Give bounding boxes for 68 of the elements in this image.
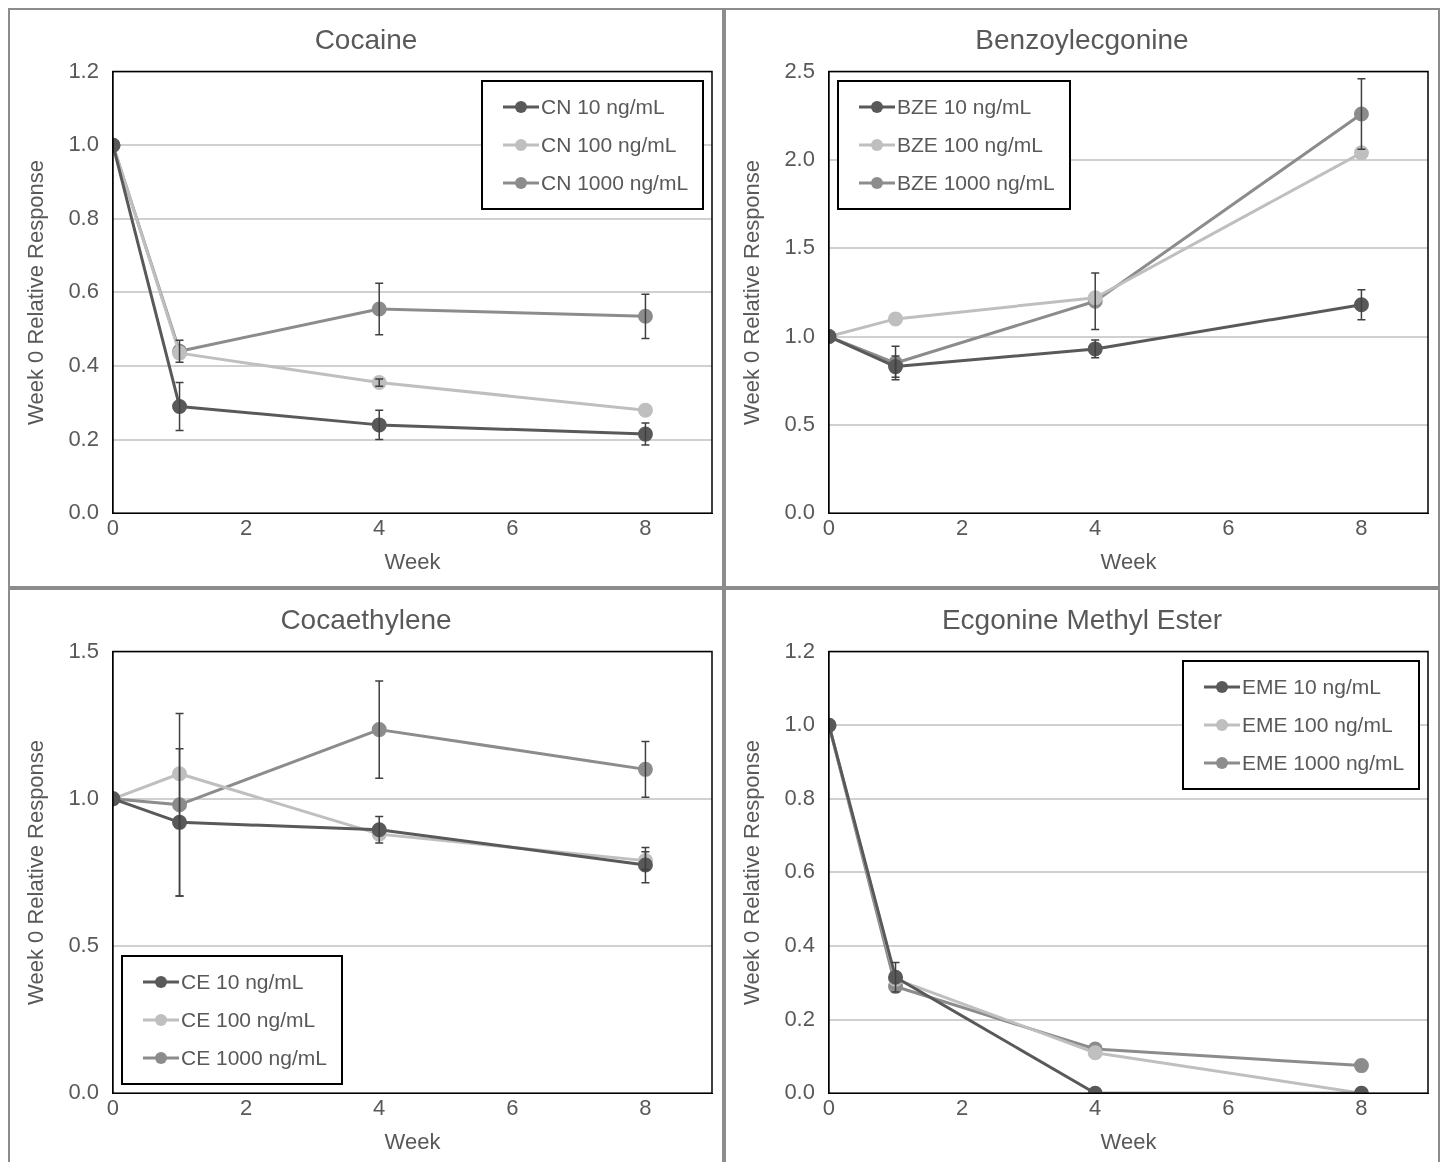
y-tick-label: 1.2: [784, 637, 815, 663]
x-tick-label: 8: [1355, 1095, 1368, 1121]
legend-label: EME 1000 ng/mL: [1242, 750, 1405, 775]
x-axis-title: Week: [1100, 548, 1158, 574]
x-tick-label: 6: [506, 515, 519, 541]
legend-label: CN 10 ng/mL: [541, 94, 665, 119]
chart-title: Cocaine: [314, 23, 418, 55]
y-tick-label: 0.0: [68, 1079, 99, 1105]
y-tick-label: 1.0: [68, 131, 99, 157]
y-tick-label: 2.0: [784, 145, 815, 171]
x-tick-label: 2: [239, 1095, 253, 1121]
y-tick-label: 0.2: [68, 425, 99, 451]
x-axis-title: Week: [1100, 1128, 1158, 1154]
y-axis-title: Week 0 Relative Response: [23, 739, 49, 1005]
y-tick-label: 1.0: [784, 711, 815, 737]
y-tick-label: 0.4: [68, 352, 99, 378]
y-tick-label: 1.5: [784, 234, 815, 260]
y-tick-label: 0.0: [68, 499, 99, 525]
chart-title: Cocaethylene: [280, 603, 452, 635]
x-tick-label: 4: [1089, 515, 1102, 541]
y-tick-label: 0.5: [784, 410, 815, 436]
x-tick-label: 6: [1222, 515, 1235, 541]
x-axis-title: Week: [384, 1128, 442, 1154]
x-tick-label: 0: [822, 1095, 836, 1121]
y-tick-label: 0.6: [784, 858, 815, 884]
x-tick-label: 4: [373, 1095, 386, 1121]
x-tick-label: 8: [639, 1095, 652, 1121]
x-tick-label: 8: [639, 515, 652, 541]
legend-label: BZE 10 ng/mL: [896, 94, 1032, 119]
legend-label: CE 10 ng/mL: [180, 970, 304, 995]
legend-label: BZE 1000 ng/mL: [896, 170, 1055, 195]
legend-label: CN 100 ng/mL: [541, 132, 677, 157]
y-tick-label: 2.5: [784, 57, 815, 83]
chart-title: Ecgonine Methyl Ester: [941, 603, 1223, 635]
y-tick-label: 0.0: [784, 1079, 815, 1105]
x-tick-label: 4: [1089, 1095, 1102, 1121]
y-tick-label: 0.8: [784, 784, 815, 810]
legend-label: CE 1000 ng/mL: [180, 1046, 327, 1071]
y-tick-label: 0.4: [784, 932, 815, 958]
y-tick-label: 0.0: [784, 499, 815, 525]
x-axis-title: Week: [384, 548, 442, 574]
legend-label: BZE 100 ng/mL: [896, 132, 1043, 157]
y-axis-title: Week 0 Relative Response: [739, 159, 765, 425]
x-tick-label: 2: [955, 515, 969, 541]
chart-title: Benzoylecgonine: [975, 23, 1189, 55]
x-tick-label: 0: [106, 1095, 120, 1121]
x-tick-label: 0: [106, 515, 120, 541]
x-tick-label: 0: [822, 515, 836, 541]
y-axis-title: Week 0 Relative Response: [739, 739, 765, 1005]
y-tick-label: 1.0: [68, 784, 99, 810]
x-tick-label: 6: [506, 1095, 519, 1121]
y-tick-label: 1.2: [68, 57, 99, 83]
x-tick-label: 2: [955, 1095, 969, 1121]
y-tick-label: 0.6: [68, 278, 99, 304]
y-axis-title: Week 0 Relative Response: [23, 159, 49, 425]
y-tick-label: 0.2: [784, 1005, 815, 1031]
legend-label: EME 100 ng/mL: [1242, 712, 1393, 737]
y-tick-label: 1.0: [784, 322, 815, 348]
legend-label: EME 10 ng/mL: [1242, 674, 1381, 699]
x-tick-label: 6: [1222, 1095, 1235, 1121]
y-tick-label: 0.8: [68, 204, 99, 230]
x-tick-label: 8: [1355, 515, 1368, 541]
y-tick-label: 1.5: [68, 637, 99, 663]
y-tick-label: 0.5: [68, 932, 99, 958]
legend-label: CN 1000 ng/mL: [541, 170, 689, 195]
legend-label: CE 100 ng/mL: [180, 1008, 316, 1033]
x-tick-label: 2: [239, 515, 253, 541]
x-tick-label: 4: [373, 515, 386, 541]
